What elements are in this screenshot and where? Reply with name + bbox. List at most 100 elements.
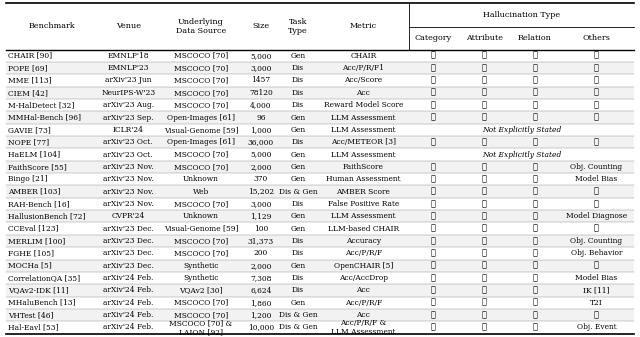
Bar: [6, 74, 634, 87]
Text: MSCOCO [70]: MSCOCO [70]: [174, 249, 228, 257]
Text: False Positive Rate: False Positive Rate: [328, 200, 399, 208]
Bar: [6, 62, 634, 74]
Text: Size: Size: [252, 23, 269, 30]
Text: Unknown: Unknown: [183, 175, 219, 183]
Bar: [6, 185, 634, 198]
Text: LLM Assessment: LLM Assessment: [331, 212, 396, 220]
Text: ✗: ✗: [532, 274, 537, 282]
Text: Acc/P/R/F1: Acc/P/R/F1: [342, 64, 384, 72]
Text: ✗: ✗: [532, 52, 537, 60]
Text: ✗: ✗: [482, 225, 486, 233]
Text: Acc/P/R/F: Acc/P/R/F: [345, 249, 382, 257]
Text: ✓: ✓: [431, 249, 436, 257]
Text: ✗: ✗: [482, 114, 486, 122]
Text: LLM-based CHAIR: LLM-based CHAIR: [328, 225, 399, 233]
Text: MOCHa [5]: MOCHa [5]: [8, 262, 52, 270]
Text: CCEval [123]: CCEval [123]: [8, 225, 59, 233]
Text: ✓: ✓: [482, 76, 486, 85]
Text: ✗: ✗: [431, 274, 436, 282]
Text: ✓: ✓: [431, 262, 436, 270]
Text: Acc/P/R/F &
LLM Assessment: Acc/P/R/F & LLM Assessment: [331, 319, 396, 336]
Text: arXiv'24 Feb.: arXiv'24 Feb.: [103, 274, 154, 282]
Text: Acc: Acc: [356, 311, 370, 319]
Text: ✓: ✓: [532, 324, 537, 332]
Text: Gen: Gen: [291, 262, 305, 270]
Text: ✗: ✗: [594, 262, 599, 270]
Text: ✓: ✓: [431, 324, 436, 332]
Text: Visual-Genome [59]: Visual-Genome [59]: [164, 126, 238, 134]
Text: arXiv'23 Nov.: arXiv'23 Nov.: [103, 163, 154, 171]
Text: HallusionBench [72]: HallusionBench [72]: [8, 212, 86, 220]
Text: MSCOCO [70]: MSCOCO [70]: [174, 163, 228, 171]
Text: FGHE [105]: FGHE [105]: [8, 249, 54, 257]
Text: Synthetic: Synthetic: [183, 274, 219, 282]
Text: IK [11]: IK [11]: [583, 286, 610, 295]
Text: Gen: Gen: [291, 114, 305, 122]
Text: ✗: ✗: [532, 225, 537, 233]
Text: ICLR'24: ICLR'24: [113, 126, 144, 134]
Text: arXiv'23 Jun: arXiv'23 Jun: [105, 76, 152, 85]
Text: 3,000: 3,000: [250, 64, 271, 72]
Bar: [6, 297, 634, 309]
Text: Venue: Venue: [116, 23, 141, 30]
Text: MSCOCO [70]: MSCOCO [70]: [174, 101, 228, 109]
Text: Dis: Dis: [292, 89, 304, 97]
Text: ✓: ✓: [431, 138, 436, 146]
Text: Model Bias: Model Bias: [575, 175, 618, 183]
Text: Gen: Gen: [291, 299, 305, 307]
Bar: [6, 136, 634, 148]
Text: ✗: ✗: [532, 64, 537, 72]
Text: Obj. Event: Obj. Event: [577, 324, 616, 332]
Text: 100: 100: [253, 225, 268, 233]
Text: ✓: ✓: [594, 311, 599, 319]
Bar: [6, 198, 634, 210]
Text: Dis: Dis: [292, 64, 304, 72]
Text: Reward Model Score: Reward Model Score: [324, 101, 403, 109]
Text: 36,000: 36,000: [248, 138, 274, 146]
Bar: [6, 87, 634, 99]
Text: ✓: ✓: [431, 76, 436, 85]
Text: ✓: ✓: [431, 64, 436, 72]
Text: CVPR'24: CVPR'24: [111, 212, 145, 220]
Text: ✗: ✗: [482, 237, 486, 245]
Text: Acc/Score: Acc/Score: [344, 76, 382, 85]
Text: 1,129: 1,129: [250, 212, 271, 220]
Text: 78120: 78120: [249, 89, 273, 97]
Text: NeurIPS-W'23: NeurIPS-W'23: [101, 89, 156, 97]
Text: CHAIR [90]: CHAIR [90]: [8, 52, 52, 60]
Text: Gen: Gen: [291, 175, 305, 183]
Text: ✓: ✓: [532, 237, 537, 245]
Bar: [6, 272, 634, 284]
Text: Others: Others: [582, 34, 611, 42]
Text: ✗: ✗: [532, 212, 537, 220]
Text: 200: 200: [253, 249, 268, 257]
Text: ✓: ✓: [482, 324, 486, 332]
Text: ✓: ✓: [482, 249, 486, 257]
Text: MHaluBench [13]: MHaluBench [13]: [8, 299, 76, 307]
Text: 15,202: 15,202: [248, 188, 274, 195]
Text: Category: Category: [415, 34, 452, 42]
Text: MERLIM [100]: MERLIM [100]: [8, 237, 65, 245]
Text: Dis: Dis: [292, 76, 304, 85]
Text: RAH-Bench [16]: RAH-Bench [16]: [8, 200, 70, 208]
Text: Dis & Gen: Dis & Gen: [278, 188, 317, 195]
Text: Obj. Counting: Obj. Counting: [570, 237, 623, 245]
Text: arXiv'23 Dec.: arXiv'23 Dec.: [103, 262, 154, 270]
Bar: [6, 161, 634, 173]
Text: VQAv2-IDK [11]: VQAv2-IDK [11]: [8, 286, 69, 295]
Text: Accuracy: Accuracy: [346, 237, 381, 245]
Text: ✓: ✓: [532, 200, 537, 208]
Text: AMBER Score: AMBER Score: [337, 188, 390, 195]
Text: Bingo [21]: Bingo [21]: [8, 175, 48, 183]
Text: M-HalDetect [32]: M-HalDetect [32]: [8, 101, 75, 109]
Text: ✓: ✓: [482, 262, 486, 270]
Text: ✗: ✗: [532, 138, 537, 146]
Text: arXiv'24 Feb.: arXiv'24 Feb.: [103, 299, 154, 307]
Text: Gen: Gen: [291, 163, 305, 171]
Text: arXiv'24 Feb.: arXiv'24 Feb.: [103, 286, 154, 295]
Bar: [6, 210, 634, 222]
Text: MSCOCO [70]: MSCOCO [70]: [174, 76, 228, 85]
Text: ✓: ✓: [431, 200, 436, 208]
Text: ✓: ✓: [431, 237, 436, 245]
Text: 3,000: 3,000: [250, 200, 271, 208]
